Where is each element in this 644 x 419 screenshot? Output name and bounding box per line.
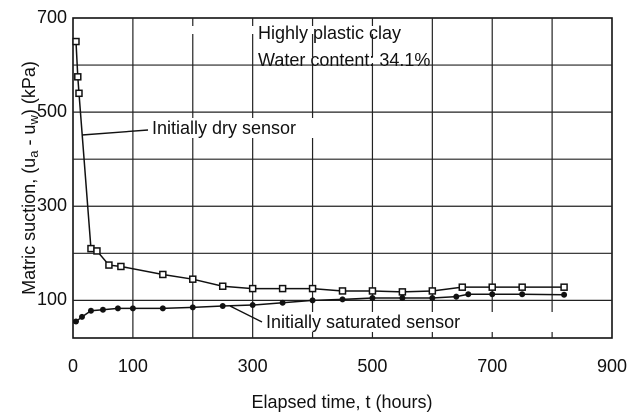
data-point	[87, 244, 95, 253]
data-point	[129, 305, 136, 312]
data-point	[189, 275, 197, 283]
y-axis-label: Matric suction, (ua - uw) (kPa)	[19, 61, 42, 295]
data-point	[560, 283, 568, 291]
data-point	[561, 291, 568, 298]
data-point	[218, 282, 227, 290]
x-tick-label: 500	[357, 356, 387, 376]
x-tick-label: 900	[597, 356, 627, 376]
data-point	[453, 293, 460, 300]
y-axis-label-part: - u	[19, 125, 39, 151]
series-line	[75, 41, 565, 293]
x-tick-label: 300	[238, 356, 268, 376]
x-tick-label: 0	[68, 356, 78, 376]
data-point	[278, 284, 287, 293]
data-point	[518, 283, 526, 291]
data-point	[248, 284, 257, 293]
data-point	[458, 283, 467, 291]
data-point	[105, 261, 113, 269]
data-point	[488, 283, 496, 291]
data-point	[368, 287, 377, 295]
data-point	[159, 305, 166, 312]
data-point	[159, 270, 167, 279]
plot-frame	[72, 17, 613, 339]
data-point	[75, 89, 83, 98]
data-point	[465, 291, 472, 298]
annotation: Highly plastic clay	[258, 23, 401, 43]
y-axis-label-part: w	[26, 115, 41, 126]
x-tick-label: 700	[477, 356, 507, 376]
annotation: Water content: 34.1%	[258, 50, 430, 70]
y-tick-label: 500	[37, 101, 67, 121]
x-axis-label: Elapsed time, t (hours)	[251, 392, 432, 412]
y-axis-label-part: ) (kPa)	[19, 61, 39, 115]
data-point	[339, 296, 346, 303]
annotation: Initially dry sensor	[152, 118, 296, 138]
data-point	[429, 295, 436, 301]
data-point	[428, 287, 437, 295]
data-point	[369, 295, 376, 301]
data-point	[398, 288, 407, 296]
data-point	[308, 284, 317, 293]
data-point	[338, 287, 347, 295]
data-point	[93, 247, 101, 255]
data-point	[72, 318, 79, 325]
data-point	[489, 291, 496, 298]
data-point	[74, 73, 82, 81]
data-point	[189, 304, 196, 311]
data-point	[87, 307, 94, 314]
leader-line	[229, 305, 263, 323]
y-tick-label: 100	[37, 289, 67, 309]
x-tick-label: 100	[118, 356, 148, 376]
y-tick-label: 300	[37, 195, 67, 215]
y-axis-label-part: a	[26, 150, 41, 158]
data-point	[72, 37, 80, 46]
data-point	[117, 262, 125, 271]
y-axis-label-part: Matric suction, (u	[19, 158, 39, 295]
data-point	[249, 302, 256, 309]
y-tick-label: 700	[37, 7, 67, 27]
data-point	[219, 303, 226, 309]
data-point	[78, 313, 85, 320]
leader-line	[81, 129, 149, 136]
data-point	[114, 305, 121, 312]
data-point	[99, 306, 106, 313]
data-point	[399, 295, 406, 301]
annotation: Initially saturated sensor	[266, 312, 460, 332]
data-point	[519, 291, 526, 298]
data-point	[309, 297, 316, 304]
data-point	[279, 299, 286, 306]
